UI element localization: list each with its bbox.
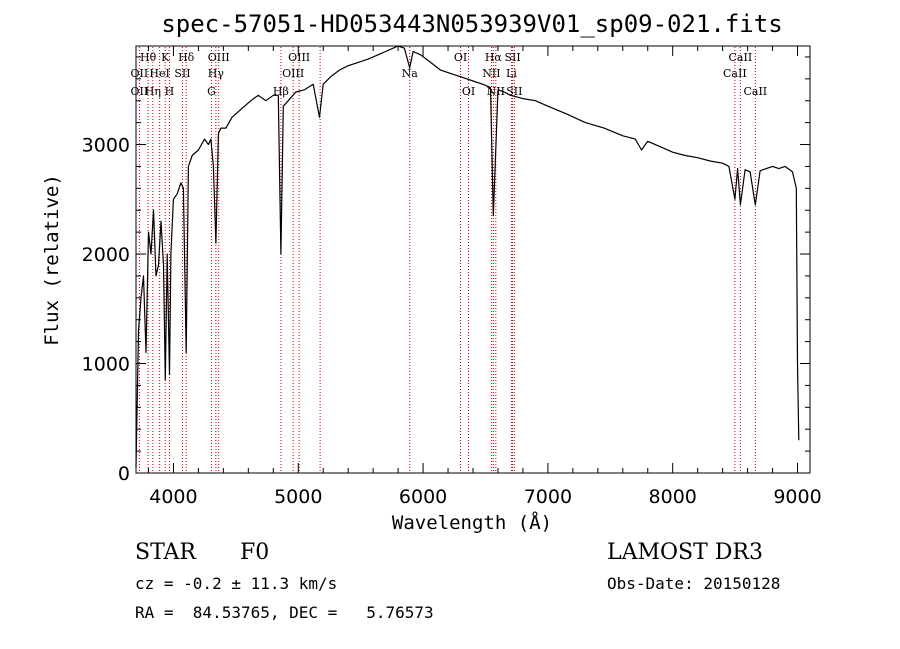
y-axis: 0 1000 2000 3000 <box>82 56 810 485</box>
line-label: OIII <box>282 67 304 80</box>
line-label: Hα <box>485 51 503 64</box>
line-label: OIII <box>288 51 310 64</box>
line-label: NII <box>487 85 505 98</box>
line-label: Hη <box>145 85 161 98</box>
line-label: SII <box>174 67 190 80</box>
x-axis: 4000 5000 6000 7000 8000 9000 <box>147 46 822 508</box>
line-label: Hδ <box>178 51 195 64</box>
x-tick-label: 9000 <box>773 486 821 508</box>
y-tick-label: 0 <box>118 463 130 485</box>
line-label: CaII <box>723 67 747 80</box>
line-label: OI <box>454 51 467 64</box>
line-label: NII <box>482 67 500 80</box>
line-label: SII <box>506 85 522 98</box>
line-markers <box>138 47 756 472</box>
spectrum-series <box>135 45 800 468</box>
line-label: OIII <box>208 51 230 64</box>
line-label: HeI <box>149 67 169 80</box>
y-tick-label: 2000 <box>82 244 130 266</box>
object-class: STAR <box>135 540 196 565</box>
x-tick-label: 5000 <box>274 486 322 508</box>
y-axis-label: Flux (relative) <box>41 174 63 346</box>
line-label: Na <box>402 67 419 80</box>
obs-date: Obs-Date: 20150128 <box>607 574 781 593</box>
redshift-cz: cz = -0.2 ± 11.3 km/s <box>135 574 338 593</box>
x-tick-label: 7000 <box>524 486 572 508</box>
line-label: OII <box>131 67 149 80</box>
survey-name: LAMOST DR3 <box>607 540 763 565</box>
line-label: H <box>165 85 175 98</box>
line-label: OI <box>462 85 475 98</box>
line-label: CaII <box>743 85 767 98</box>
line-label: Hγ <box>208 67 225 80</box>
line-label: Hθ <box>140 51 157 64</box>
plot-frame <box>135 45 811 474</box>
line-label: SII <box>504 51 520 64</box>
series-line <box>135 45 800 468</box>
line-label: Hβ <box>273 85 289 98</box>
line-label: CaII <box>729 51 753 64</box>
line-label: G <box>207 85 216 98</box>
y-tick-label: 3000 <box>82 135 130 157</box>
x-axis-label: Wavelength (Å) <box>392 511 552 534</box>
coordinates: RA = 84.53765, DEC = 5.76573 <box>135 603 434 622</box>
x-tick-label: 8000 <box>649 486 697 508</box>
line-label: Li <box>506 67 517 80</box>
line-label: K <box>161 51 170 64</box>
y-tick-label: 1000 <box>82 354 130 376</box>
chart-title: spec-57051-HD053443N053939V01_sp09-021.f… <box>161 10 782 38</box>
x-tick-label: 6000 <box>399 486 447 508</box>
line-label: OII <box>131 85 149 98</box>
x-tick-label: 4000 <box>149 486 197 508</box>
subclass: F0 <box>240 540 270 565</box>
